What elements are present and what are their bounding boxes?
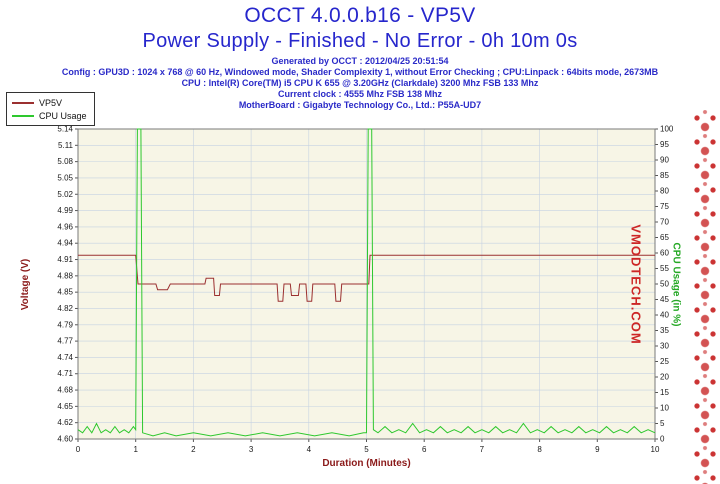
occt-report-page: { "header": { "info_lines": [ "Generated… (0, 4, 720, 484)
svg-text:4.85: 4.85 (57, 288, 73, 297)
svg-text:5.08: 5.08 (57, 157, 73, 166)
svg-text:4.99: 4.99 (57, 206, 73, 215)
svg-text:9: 9 (595, 445, 600, 454)
vmodtech-watermark: VMODTECH.COM (628, 223, 644, 345)
voltage-axis-label: Voltage (V) (20, 258, 32, 310)
svg-text:8: 8 (537, 445, 542, 454)
svg-text:10: 10 (651, 445, 660, 454)
legend-item-cpu-usage: CPU Usage (12, 109, 87, 122)
svg-text:20: 20 (660, 373, 669, 382)
info-line-generated: Generated by OCCT : 2012/04/25 20:51:54 (271, 56, 449, 66)
info-line-cpu: CPU : Intel(R) Core(TM) i5 CPU K 655 @ 3… (181, 78, 539, 88)
vp5v-line-swatch (12, 101, 34, 104)
svg-text:4.82: 4.82 (57, 304, 73, 313)
svg-text:85: 85 (660, 171, 669, 180)
svg-text:35: 35 (660, 326, 669, 335)
svg-text:4.79: 4.79 (57, 320, 73, 329)
chart-legend: VP5V CPU Usage (6, 92, 95, 126)
svg-text:40: 40 (660, 311, 669, 320)
svg-text:0: 0 (76, 445, 81, 454)
svg-text:4.88: 4.88 (57, 271, 73, 280)
svg-text:1: 1 (133, 445, 138, 454)
report-info-block: Generated by OCCT : 2012/04/25 20:51:54 … (0, 56, 720, 111)
svg-text:0: 0 (660, 435, 665, 444)
cpu-usage-axis-label: CPU Usage (in %) (670, 242, 682, 326)
svg-text:4.71: 4.71 (57, 369, 73, 378)
svg-text:30: 30 (660, 342, 669, 351)
svg-text:5.14: 5.14 (57, 125, 73, 134)
svg-text:60: 60 (660, 249, 669, 258)
svg-text:5.05: 5.05 (57, 173, 73, 182)
svg-text:4.94: 4.94 (57, 239, 73, 248)
watermark-lace-pattern (690, 110, 720, 484)
svg-text:4.60: 4.60 (57, 435, 73, 444)
report-subtitle: Power Supply - Finished - No Error - 0h … (142, 30, 578, 52)
svg-text:65: 65 (660, 233, 669, 242)
svg-text:2: 2 (191, 445, 196, 454)
svg-text:10: 10 (660, 404, 669, 413)
svg-text:95: 95 (660, 140, 669, 149)
svg-text:4.74: 4.74 (57, 353, 73, 362)
info-line-clock: Current clock : 4555 Mhz FSB 138 Mhz (277, 89, 443, 99)
info-line-motherboard: MotherBoard : Gigabyte Technology Co., L… (238, 100, 482, 110)
svg-text:45: 45 (660, 295, 669, 304)
svg-text:70: 70 (660, 218, 669, 227)
legend-label-cpu-usage: CPU Usage (39, 110, 87, 121)
legend-item-vp5v: VP5V (12, 96, 87, 109)
svg-text:7: 7 (480, 445, 485, 454)
svg-text:4.68: 4.68 (57, 386, 73, 395)
legend-label-vp5v: VP5V (39, 97, 63, 108)
svg-text:4.91: 4.91 (57, 255, 73, 264)
svg-text:3: 3 (249, 445, 254, 454)
svg-text:6: 6 (422, 445, 427, 454)
svg-text:4.65: 4.65 (57, 402, 73, 411)
svg-text:15: 15 (660, 388, 669, 397)
cpu-usage-line-swatch (12, 114, 34, 117)
svg-text:5.02: 5.02 (57, 190, 73, 199)
svg-text:25: 25 (660, 357, 669, 366)
svg-text:50: 50 (660, 280, 669, 289)
report-title: OCCT 4.0.0.b16 - VP5V (244, 4, 476, 27)
info-line-config: Config : GPU3D : 1024 x 768 @ 60 Hz, Win… (61, 67, 659, 77)
svg-text:4: 4 (307, 445, 312, 454)
svg-text:80: 80 (660, 187, 669, 196)
svg-text:4.62: 4.62 (57, 418, 73, 427)
svg-text:75: 75 (660, 202, 669, 211)
svg-text:5: 5 (364, 445, 369, 454)
duration-axis-label: Duration (Minutes) (322, 458, 411, 469)
chart-canvas: 5.14 5.11 5.08 5.05 5.02 4.99 4.96 4.94 4.91 4.88… (57, 125, 674, 455)
svg-text:5.11: 5.11 (58, 141, 74, 150)
svg-text:5: 5 (660, 419, 665, 428)
svg-text:90: 90 (660, 156, 669, 165)
svg-text:4.96: 4.96 (57, 222, 73, 231)
svg-text:4.77: 4.77 (57, 337, 73, 346)
svg-text:55: 55 (660, 264, 669, 273)
svg-text:100: 100 (660, 125, 674, 134)
